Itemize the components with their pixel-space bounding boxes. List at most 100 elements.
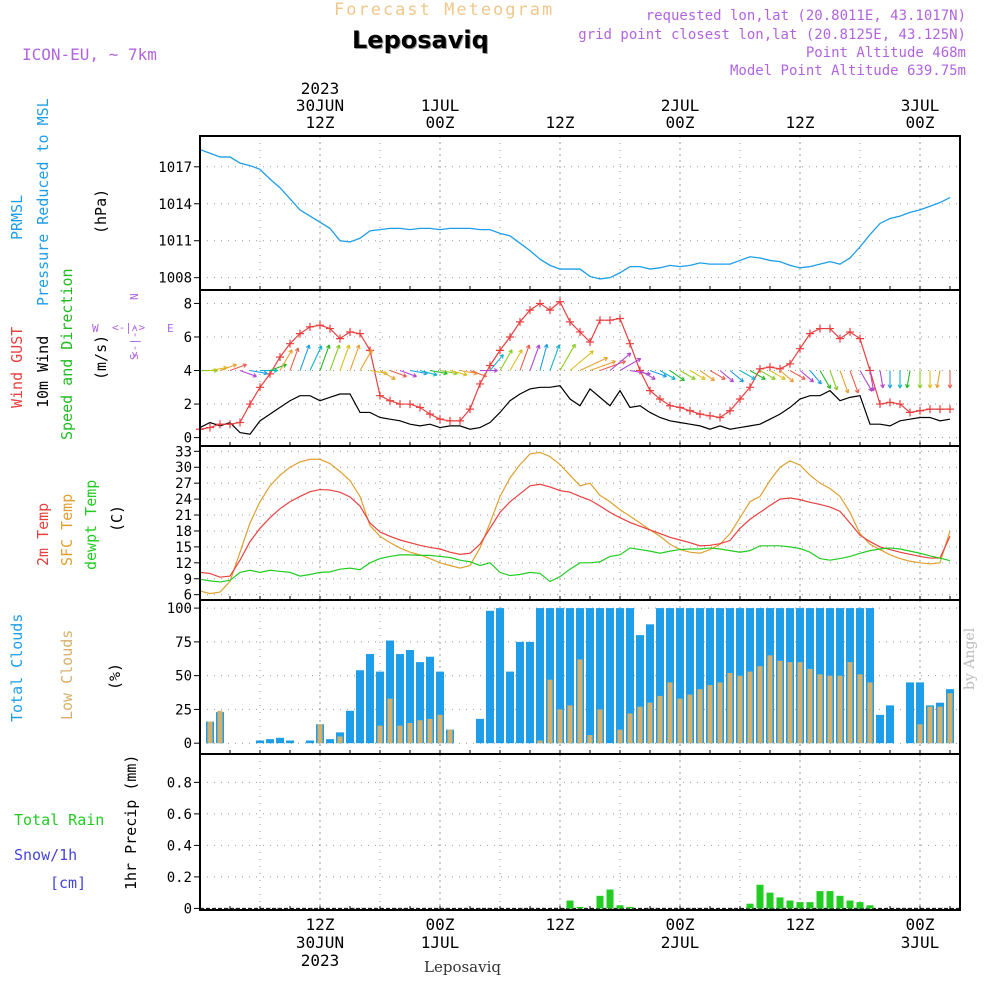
wind-direction-arrow bbox=[539, 343, 549, 371]
compass-s: S bbox=[128, 353, 141, 360]
rain-bar bbox=[766, 892, 774, 909]
total-cloud-bar bbox=[626, 608, 634, 744]
wind-direction-arrow bbox=[279, 349, 293, 371]
wind-direction-arrow bbox=[917, 370, 923, 389]
wind-direction-arrow bbox=[897, 370, 903, 389]
rain-bar bbox=[816, 891, 824, 909]
top-time-label: 12Z bbox=[546, 113, 575, 132]
low-cloud-bar bbox=[727, 672, 733, 744]
y-tick-label: 30 bbox=[175, 460, 192, 476]
wind-direction-arrow bbox=[679, 370, 696, 380]
y-tick-label: 50 bbox=[175, 669, 192, 685]
bottom-time-label: 12Z bbox=[306, 915, 335, 934]
total-cloud-bar bbox=[356, 670, 364, 744]
total-cloud-bar bbox=[686, 608, 694, 744]
wind-direction-arrow bbox=[519, 344, 531, 371]
wind-direction-arrow bbox=[935, 370, 941, 389]
axis-label-prmsl: PRMSL bbox=[8, 195, 26, 240]
total-cloud-bar bbox=[866, 608, 874, 744]
gust-marker bbox=[356, 329, 364, 338]
y-tick-label: 0 bbox=[184, 431, 192, 447]
axis-label-pressure: Pressure Reduced to MSL bbox=[34, 98, 52, 306]
total-cloud-bar bbox=[906, 682, 914, 744]
gust-marker bbox=[576, 327, 584, 336]
total-cloud-bar bbox=[486, 610, 494, 744]
rain-bar bbox=[826, 891, 834, 909]
rain-bar bbox=[566, 900, 574, 909]
gust-marker bbox=[396, 400, 404, 409]
gust-marker bbox=[826, 324, 834, 333]
label-snow: Snow/1h bbox=[14, 846, 77, 864]
y-tick-label: 27 bbox=[175, 476, 192, 492]
wind-direction-arrow bbox=[749, 370, 766, 380]
wind-direction-arrow bbox=[927, 370, 933, 389]
gust-marker bbox=[526, 306, 534, 315]
axis-label-hpa: (hPa) bbox=[92, 189, 110, 234]
total-cloud-bar bbox=[876, 714, 884, 744]
total-cloud-bar bbox=[676, 608, 684, 744]
low-cloud-bar bbox=[637, 706, 643, 744]
axis-label-dewpt: dewpt Temp bbox=[82, 480, 100, 570]
y-tick-label: 0.2 bbox=[167, 870, 192, 886]
wind-direction-arrow bbox=[905, 370, 911, 389]
rain-bar bbox=[796, 902, 804, 909]
y-tick-label: 1011 bbox=[158, 234, 192, 250]
top-time-label: 12Z bbox=[786, 113, 815, 132]
wind-direction-arrow bbox=[299, 344, 311, 371]
total-cloud-bar bbox=[506, 671, 514, 744]
total-cloud-bar bbox=[696, 608, 704, 744]
panel-frame bbox=[199, 135, 961, 291]
pressure-line bbox=[199, 148, 951, 280]
low-cloud-bar bbox=[797, 662, 803, 744]
gust-marker bbox=[586, 338, 594, 346]
rain-bar bbox=[806, 902, 814, 909]
low-cloud-bar bbox=[377, 725, 383, 744]
wind-direction-arrow bbox=[759, 370, 776, 380]
temp-2m-line bbox=[199, 483, 951, 578]
axis-label-low-clouds: Low Clouds bbox=[58, 630, 76, 720]
compass-w: W bbox=[92, 322, 99, 335]
gust-marker bbox=[546, 306, 554, 315]
low-cloud-bar bbox=[947, 693, 953, 744]
total-cloud-bar bbox=[916, 682, 924, 744]
low-cloud-bar bbox=[937, 706, 943, 744]
low-cloud-bar bbox=[387, 698, 393, 744]
gust-marker bbox=[686, 406, 694, 415]
low-cloud-bar bbox=[217, 710, 223, 744]
bottom-time-label: 2023 bbox=[301, 951, 340, 970]
low-cloud-bar bbox=[917, 724, 923, 744]
total-cloud-bar bbox=[276, 737, 284, 744]
low-cloud-bar bbox=[337, 736, 343, 744]
gust-marker bbox=[236, 418, 244, 427]
top-time-label: 00Z bbox=[426, 113, 455, 132]
total-cloud-bar bbox=[516, 641, 524, 744]
gust-marker bbox=[556, 297, 564, 306]
low-cloud-bar bbox=[647, 702, 653, 744]
gust-marker bbox=[626, 339, 634, 348]
low-cloud-bar bbox=[847, 662, 853, 744]
wind-direction-arrow bbox=[349, 344, 361, 371]
wind-direction-arrow bbox=[789, 370, 806, 380]
wind-direction-arrow bbox=[469, 369, 487, 378]
low-cloud-bar bbox=[747, 671, 753, 744]
gust-marker bbox=[776, 364, 784, 373]
panel-precip: 0 0.2 0.4 0.6 0.8 Total Rain Snow/1h [cm] 1hr Pr… bbox=[14, 753, 961, 917]
wind-direction-arrow bbox=[809, 370, 822, 385]
axis-label-c: (C) bbox=[108, 505, 126, 532]
wind-direction-arrow bbox=[609, 352, 632, 371]
bottom-time-label: 3JUL bbox=[901, 933, 940, 952]
y-tick-label: 15 bbox=[175, 540, 192, 556]
low-cloud-bar bbox=[657, 695, 663, 744]
y-tick-label: 6 bbox=[184, 588, 192, 604]
y-tick-label: 18 bbox=[175, 524, 192, 540]
rain-bar bbox=[596, 895, 604, 909]
total-cloud-bar bbox=[606, 608, 614, 744]
total-cloud-bar bbox=[536, 608, 544, 744]
gust-marker bbox=[426, 410, 434, 419]
model-altitude: Model Point Altitude 639.75m bbox=[729, 63, 966, 79]
gust-marker bbox=[856, 334, 864, 343]
gust-marker bbox=[656, 395, 664, 404]
gust-marker bbox=[696, 410, 704, 419]
wind-direction-arrow bbox=[887, 370, 893, 389]
low-cloud-bar bbox=[617, 729, 623, 744]
